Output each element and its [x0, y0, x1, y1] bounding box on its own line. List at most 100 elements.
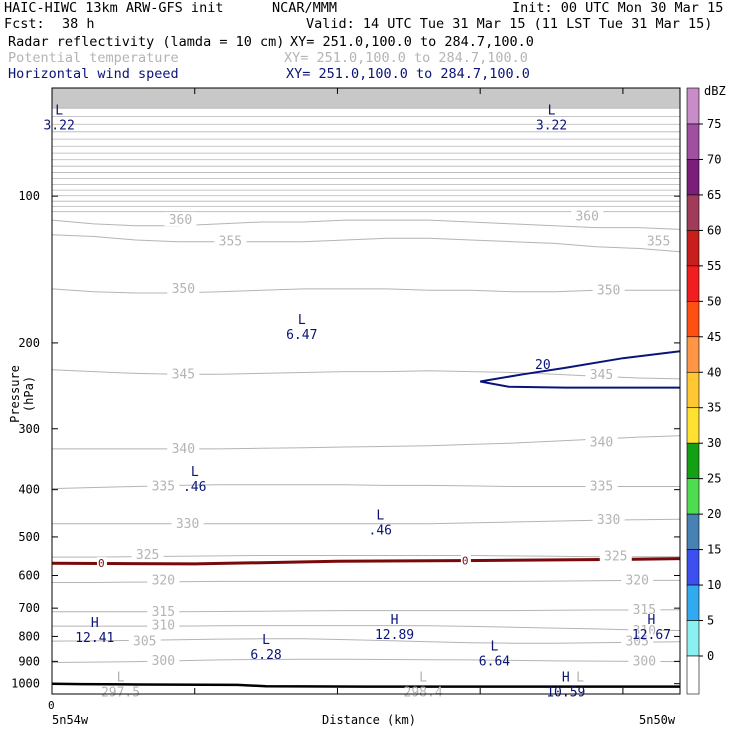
field-xy-wind: XY= 251.0,100.0 to 284.7,100.0: [286, 66, 530, 82]
colorbar-swatch: [686, 584, 700, 621]
colorbar-swatch: [686, 442, 700, 479]
extremum-value: .46: [369, 523, 392, 538]
zero-contour-line: [51, 557, 681, 566]
colorbar-label: 35: [707, 401, 721, 415]
colorbar-swatch: [686, 407, 700, 444]
extremum-value: 12.67: [632, 628, 671, 643]
extremum-mark: L: [55, 104, 63, 119]
theta-label: 320: [625, 573, 648, 588]
extremum-mark: L: [191, 465, 199, 480]
wind-contour-20-lower: [480, 380, 680, 389]
theta-label-bg: [147, 478, 180, 493]
extremum-value: 6.64: [479, 655, 510, 670]
x-right-location: 5n50w: [639, 713, 676, 727]
model-title: HAIC-HIWC 13km ARW-GFS init: [4, 0, 224, 16]
extremum-value: 10.59: [546, 686, 585, 701]
x-left-location: 5n54w: [52, 713, 89, 727]
extremum-value: 12.41: [75, 631, 114, 646]
theta-label: 335: [152, 479, 175, 494]
x-axis-title: Distance (km): [322, 713, 416, 727]
theta-label: 325: [604, 550, 627, 565]
colorbar-swatch: [686, 655, 700, 695]
zero-label-bg: [460, 554, 471, 566]
theta-label: 315: [633, 603, 656, 618]
terrain-surface: [51, 682, 680, 688]
theta-label-bg: [131, 547, 164, 562]
theta-label-bg: [628, 601, 661, 616]
theta-label: 345: [172, 367, 195, 382]
theta-label: 340: [172, 442, 195, 457]
colorbar-swatch: [686, 478, 700, 515]
colorbar-label: 0: [707, 649, 714, 663]
terrain-line: [51, 682, 680, 688]
theta-label: 315: [152, 605, 175, 620]
extremum-mark: L: [576, 671, 584, 686]
valid-time: Valid: 14 UTC Tue 31 Mar 15 (11 LST Tue …: [306, 16, 713, 32]
x-origin-tick: 0: [48, 699, 55, 712]
extremum-mark: H: [391, 613, 399, 628]
extrema-labels: L3.22L3.22L6.47L.46L.46H12.41H12.89H12.6…: [43, 104, 671, 701]
colorbar-swatch: [686, 371, 700, 409]
colorbar-swatch: [686, 549, 700, 586]
theta-label-bg: [147, 617, 180, 632]
y-tick-label: 900: [18, 654, 40, 668]
theta-label-bg: [147, 572, 180, 587]
field-xy-theta: XY= 251.0,100.0 to 284.7,100.0: [284, 50, 528, 66]
extremum-value: 6.47: [286, 328, 317, 343]
extremum-value: 297.5: [101, 686, 140, 701]
x-axis-ticks: [51, 88, 624, 694]
colorbar-label: 40: [707, 365, 721, 379]
theta-contour-360: [51, 219, 681, 230]
extremum-mark: L: [419, 671, 427, 686]
upper-theta-band: [52, 88, 680, 213]
colorbar-swatch: [686, 87, 700, 125]
field-xy-reflectivity: XY= 251.0,100.0 to 284.7,100.0: [290, 34, 534, 50]
colorbar-label: 15: [707, 543, 721, 557]
theta-label-bg: [164, 212, 197, 227]
theta-label: 355: [219, 235, 242, 250]
theta-label-bg: [128, 633, 161, 648]
theta-label-bg: [642, 233, 675, 248]
colorbar-label: 70: [707, 152, 721, 166]
theta-label-bg: [214, 233, 247, 248]
theta-label-bg: [621, 572, 654, 587]
theta-label: 300: [152, 654, 175, 669]
theta-label: 350: [172, 282, 195, 297]
theta-label-bg: [571, 208, 604, 223]
field-name-theta: Potential temperature: [8, 50, 179, 66]
theta-contour-330: [52, 518, 681, 525]
extremum-mark: H: [91, 616, 99, 631]
colorbar-label: 5: [707, 614, 714, 628]
colorbar-label: 75: [707, 117, 721, 131]
y-tick-label: 700: [18, 601, 40, 615]
theta-label-bg: [171, 515, 204, 530]
theta-label-bg: [147, 603, 180, 618]
theta-label-bg: [599, 548, 632, 563]
org-label: NCAR/MMM: [272, 0, 338, 16]
colorbar-label: 25: [707, 472, 721, 486]
theta-label-bg: [585, 434, 618, 449]
extremum-mark: L: [117, 671, 125, 686]
colorbar-swatch: [686, 159, 700, 196]
y-tick-label: 200: [18, 336, 40, 350]
theta-label: 305: [625, 635, 648, 650]
colorbar-swatch: [686, 620, 700, 657]
theta-label: 360: [575, 209, 598, 224]
theta-label-bg: [592, 512, 625, 527]
y-tick-label: 300: [18, 422, 40, 436]
colorbar-label: 50: [707, 294, 721, 308]
theta-label: 345: [590, 368, 613, 383]
colorbar-label: 60: [707, 223, 721, 237]
theta-label: 320: [152, 574, 175, 589]
theta-label: 325: [136, 548, 159, 563]
theta-label: 305: [133, 635, 156, 650]
init-time: Init: 00 UTC Mon 30 Mar 15: [512, 0, 724, 16]
wind-contour-20-upper: [480, 350, 681, 383]
theta-label: 330: [597, 513, 620, 528]
theta-label: 350: [597, 283, 620, 298]
field-name-wind: Horizontal wind speed: [8, 66, 179, 82]
extremum-value: 3.22: [536, 119, 567, 134]
upper-theta-fill: [52, 88, 680, 109]
